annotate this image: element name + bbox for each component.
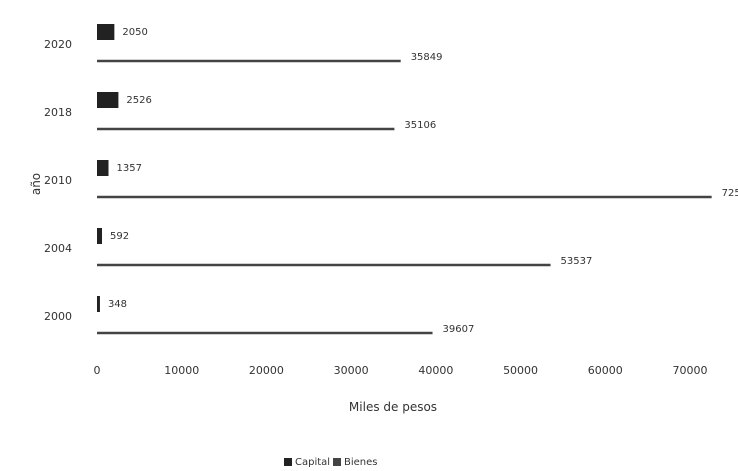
bar-capital	[97, 92, 119, 108]
data-label-capital: 2050	[122, 27, 147, 38]
bar-capital	[97, 160, 109, 176]
x-tick-label: 0	[94, 364, 101, 377]
data-label-bienes: 72556	[722, 188, 738, 199]
bar-bienes	[97, 263, 551, 267]
x-axis: 0 10000 20000 30000 40000 50000 60000 70000	[94, 364, 708, 377]
x-tick-label: 60000	[588, 364, 623, 377]
data-label-capital: 1357	[116, 163, 141, 174]
x-tick-label: 40000	[418, 364, 453, 377]
bar-capital	[97, 228, 103, 244]
x-tick-label: 10000	[164, 364, 199, 377]
bar-bienes	[97, 195, 712, 199]
x-tick-label: 20000	[249, 364, 284, 377]
y-tick-label: 2000	[44, 310, 72, 323]
y-tick-label: 2018	[44, 106, 72, 119]
legend-label: Bienes	[344, 457, 378, 468]
x-tick-label: 70000	[673, 364, 708, 377]
data-label-capital: 2526	[126, 95, 151, 106]
y-tick-label: 2004	[44, 242, 72, 255]
data-label-capital: 348	[108, 299, 127, 310]
legend-swatch	[284, 458, 292, 466]
bars	[97, 24, 712, 335]
x-tick-label: 50000	[503, 364, 538, 377]
bar-capital	[97, 296, 100, 312]
y-tick-label: 2020	[44, 38, 72, 51]
y-axis-title: año	[29, 173, 43, 195]
bar-bienes	[97, 59, 401, 63]
bar-capital	[97, 24, 115, 40]
data-label-bienes: 53537	[561, 256, 593, 267]
legend-label: Capital	[295, 457, 330, 468]
bar-bienes	[97, 331, 433, 335]
data-label-bienes: 35849	[411, 52, 443, 63]
data-label-bienes: 35106	[404, 120, 436, 131]
data-labels: 2050 35849 2526 35106 1357 72556 592 53537 348 39…	[108, 27, 738, 335]
x-tick-label: 30000	[334, 364, 369, 377]
x-axis-title: Miles de pesos	[349, 400, 437, 414]
data-label-bienes: 39607	[443, 324, 475, 335]
y-axis: 2020 2018 2010 2004 2000	[44, 38, 72, 323]
legend-swatch	[333, 458, 341, 466]
y-tick-label: 2010	[44, 174, 72, 187]
bar-bienes	[97, 127, 395, 131]
data-label-capital: 592	[110, 231, 129, 242]
legend: Capital Bienes	[284, 457, 378, 468]
